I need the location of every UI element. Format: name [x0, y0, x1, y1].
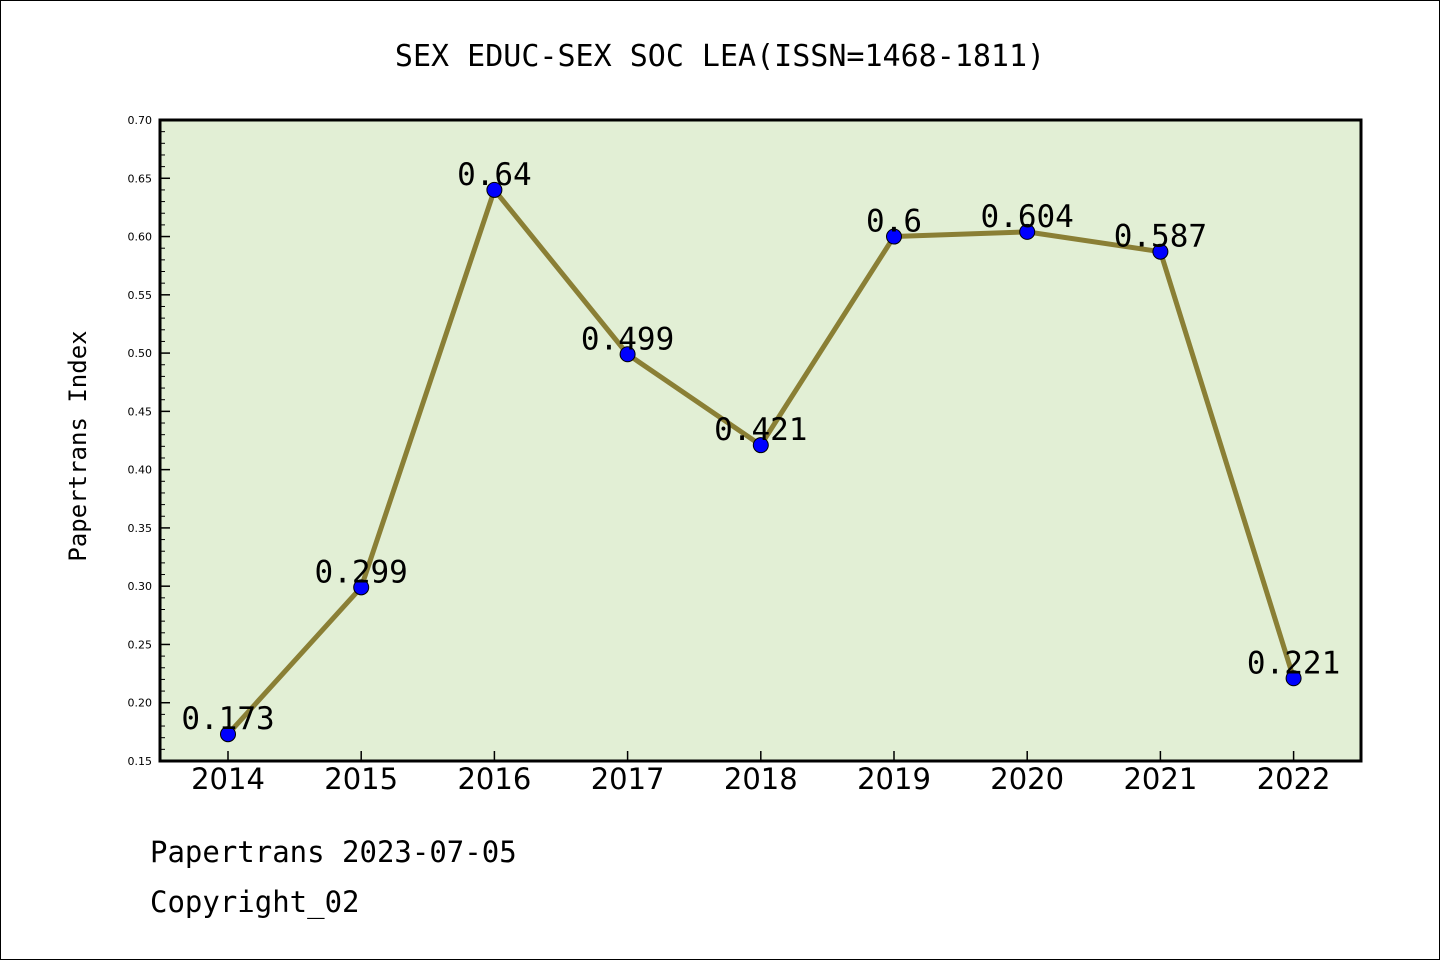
y-tick-label: 0.40 — [128, 464, 153, 477]
data-point — [619, 346, 636, 363]
y-tick-label: 0.55 — [128, 289, 153, 302]
x-tick-label: 2015 — [324, 762, 398, 796]
data-point — [752, 437, 769, 454]
x-tick-label: 2017 — [591, 762, 665, 796]
x-tick-label: 2016 — [457, 762, 531, 796]
data-point — [220, 726, 236, 743]
data-label: 0.587 — [1114, 219, 1207, 255]
data-label: 0.604 — [981, 199, 1074, 235]
y-tick-label: 0.65 — [128, 172, 153, 185]
data-point — [886, 228, 902, 245]
data-label: 0.64 — [457, 157, 532, 193]
y-tick-label: 0.20 — [128, 697, 153, 710]
y-axis: 0.15 0.20 0.25 0.30 0.35 0.40 0.45 0.50 0.55 0.60… — [128, 114, 170, 768]
data-label: 0.6 — [866, 204, 922, 240]
x-tick-label: 2022 — [1257, 762, 1331, 796]
data-point — [1019, 223, 1036, 240]
y-tick-label: 0.50 — [128, 347, 153, 360]
data-label: 0.421 — [714, 412, 807, 448]
x-tick-label: 2021 — [1123, 762, 1197, 796]
y-tick-label: 0.25 — [128, 638, 153, 651]
data-label: 0.299 — [315, 554, 408, 590]
y-tick-label: 0.30 — [128, 580, 153, 593]
y-tick-label: 0.60 — [128, 231, 153, 244]
data-point — [1285, 670, 1302, 687]
data-labels: 0.173 0.299 0.64 0.499 0.421 0.6 0.604 0.587 0.2… — [181, 157, 1340, 737]
x-tick-label: 2019 — [857, 762, 931, 796]
y-tick-label: 0.15 — [128, 755, 153, 768]
data-point — [1152, 243, 1169, 260]
x-axis: 2014 2015 2016 2017 2018 2019 2020 2021 2022 — [191, 751, 1331, 796]
data-point — [486, 181, 503, 198]
footer-copyright: Copyright_02 — [150, 885, 360, 919]
footer-date: Papertrans 2023-07-05 — [150, 835, 517, 869]
x-tick-label: 2018 — [724, 762, 798, 796]
x-tick-label: 2020 — [990, 762, 1064, 796]
y-tick-label: 0.45 — [128, 405, 153, 418]
y-tick-label: 0.35 — [128, 522, 153, 535]
data-label: 0.173 — [181, 701, 274, 737]
data-label: 0.221 — [1247, 645, 1340, 681]
data-point — [353, 579, 370, 596]
data-points — [220, 181, 1302, 743]
chart-title: SEX EDUC-SEX SOC LEA(ISSN=1468-1811) — [395, 39, 1045, 74]
data-label: 0.499 — [581, 321, 674, 357]
y-tick-label: 0.70 — [128, 114, 153, 127]
y-axis-label: Papertrans Index — [64, 330, 92, 561]
x-tick-label: 2014 — [191, 762, 265, 796]
